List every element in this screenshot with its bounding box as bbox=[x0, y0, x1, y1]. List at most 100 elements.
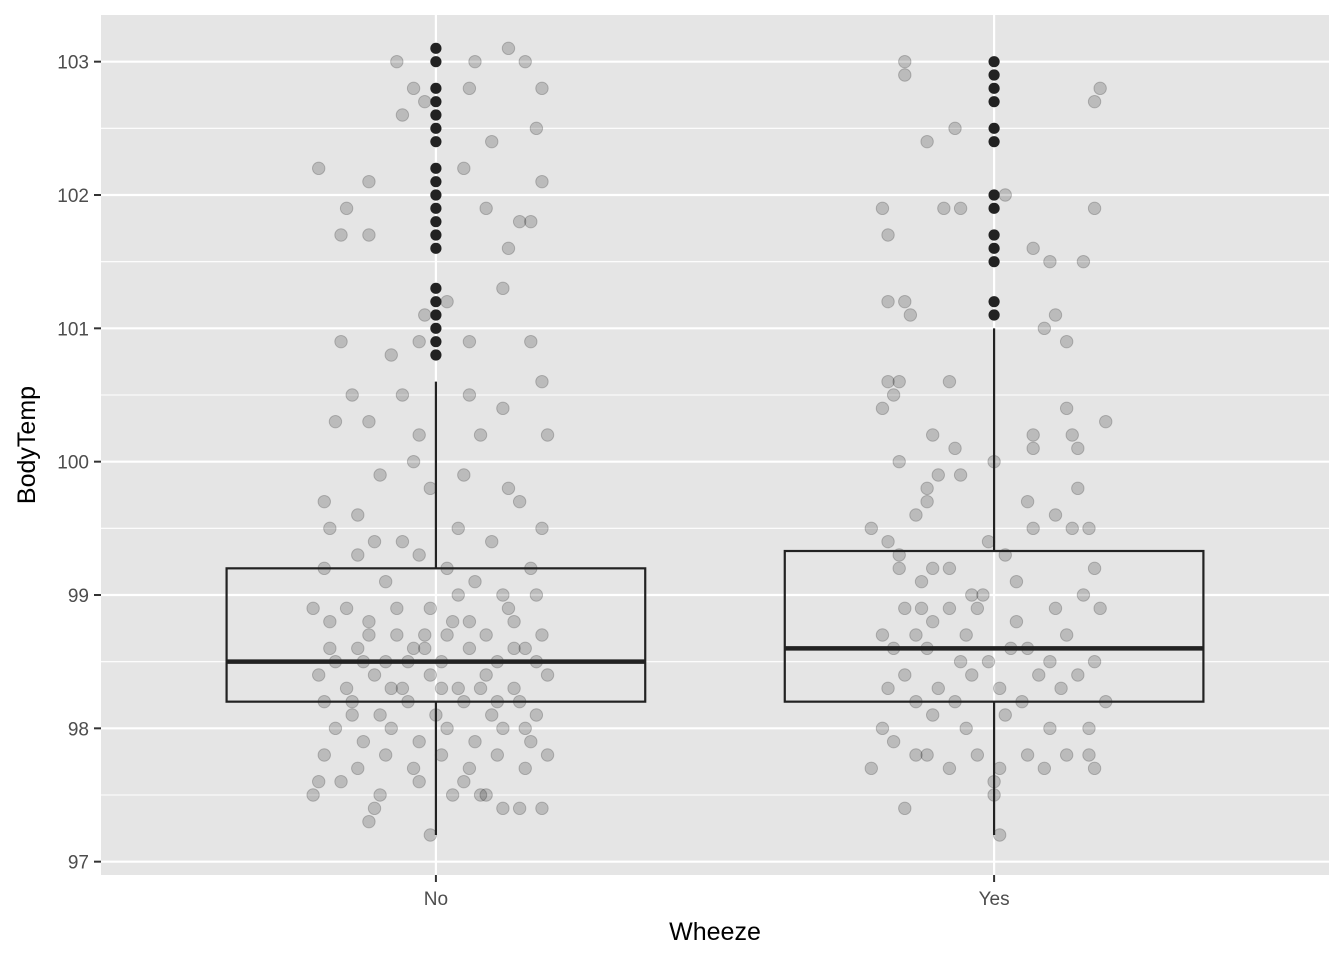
jitter-point bbox=[892, 454, 906, 469]
jitter-point bbox=[920, 748, 934, 762]
jitter-point bbox=[339, 201, 354, 216]
jitter-point bbox=[362, 628, 376, 642]
jitter-point bbox=[875, 201, 890, 216]
jitter-point bbox=[925, 428, 940, 442]
outlier-point bbox=[430, 189, 442, 201]
jitter-point bbox=[875, 628, 890, 642]
jitter-point bbox=[1087, 201, 1102, 216]
jitter-point bbox=[1065, 521, 1079, 536]
jitter-point bbox=[468, 574, 482, 589]
boxes bbox=[225, 42, 1205, 835]
jitter-point bbox=[965, 668, 979, 682]
jitter-point bbox=[445, 788, 460, 802]
jitter-point bbox=[942, 561, 957, 576]
outlier-point bbox=[430, 122, 442, 134]
jitter-point bbox=[1076, 588, 1091, 602]
outlier-point bbox=[430, 42, 442, 54]
jitter-point bbox=[1093, 601, 1107, 616]
jitter-point bbox=[311, 161, 326, 176]
jitter-point bbox=[479, 668, 493, 682]
jitter-point bbox=[529, 121, 544, 136]
jitter-point bbox=[473, 681, 488, 696]
jitter-point bbox=[317, 748, 331, 762]
jitter-point bbox=[898, 668, 912, 682]
outlier-point bbox=[430, 216, 442, 228]
jitter-point bbox=[395, 534, 410, 549]
jitter-point bbox=[886, 388, 901, 402]
jitter-point bbox=[1009, 614, 1024, 629]
outlier-point bbox=[430, 96, 442, 108]
jitter-point bbox=[909, 628, 923, 642]
jitter-point bbox=[524, 214, 538, 229]
jitter-point bbox=[931, 468, 945, 482]
jitter-point bbox=[501, 241, 516, 256]
jitter-point bbox=[518, 721, 532, 736]
jitter-point bbox=[418, 308, 432, 322]
jitter-point bbox=[1082, 748, 1096, 762]
jitter-point bbox=[976, 588, 990, 602]
jitter-point bbox=[1065, 428, 1079, 442]
jitter-point bbox=[440, 294, 454, 309]
outlier-point bbox=[430, 296, 442, 308]
jitter-point bbox=[323, 641, 337, 656]
jitter-point bbox=[909, 748, 923, 762]
outlier-point bbox=[430, 322, 442, 334]
jitter-point bbox=[518, 641, 532, 656]
jitter-point bbox=[909, 508, 923, 522]
jitter-point bbox=[942, 761, 957, 776]
jitter-point bbox=[898, 294, 912, 309]
jitter-point bbox=[328, 414, 343, 429]
jitter-point bbox=[323, 521, 337, 536]
jitter-point bbox=[451, 681, 465, 696]
jitter-point bbox=[462, 81, 477, 96]
jitter-point bbox=[540, 748, 555, 762]
jitter-point bbox=[507, 641, 521, 656]
jitter-point bbox=[875, 401, 890, 416]
jitter-point bbox=[518, 54, 532, 69]
jitter-point bbox=[418, 94, 432, 109]
jitter-point bbox=[1076, 254, 1091, 269]
jitter-point bbox=[535, 174, 549, 189]
jitter-point bbox=[1059, 401, 1074, 416]
jitter-point bbox=[423, 668, 438, 682]
jitter-point bbox=[1071, 668, 1085, 682]
outlier-point bbox=[430, 242, 442, 254]
jitter-point bbox=[457, 468, 471, 482]
outlier-point bbox=[988, 96, 1000, 108]
outlier-point bbox=[988, 189, 1000, 201]
jitter-point bbox=[864, 761, 878, 776]
jitter-point bbox=[384, 681, 398, 696]
jitter-point bbox=[948, 121, 962, 136]
jitter-point bbox=[468, 54, 482, 69]
jitter-point bbox=[920, 134, 934, 149]
jitter-point bbox=[412, 428, 426, 442]
jitter-point bbox=[501, 41, 516, 56]
jitter-point bbox=[959, 628, 973, 642]
jitter-point bbox=[540, 668, 555, 682]
jitter-point bbox=[345, 708, 359, 722]
jitter-point bbox=[462, 334, 477, 349]
x-axis-title: Wheeze bbox=[669, 918, 761, 946]
jitter-point bbox=[306, 601, 320, 616]
jitter-point bbox=[462, 761, 477, 776]
jitter-point bbox=[339, 681, 354, 696]
jitter-point bbox=[965, 588, 979, 602]
jitter-point bbox=[1026, 428, 1040, 442]
jitter-point bbox=[529, 708, 544, 722]
jitter-point bbox=[334, 774, 348, 789]
jitter-point bbox=[418, 628, 432, 642]
jitter-point bbox=[362, 174, 376, 189]
jitter-point bbox=[981, 654, 996, 669]
jitter-point bbox=[1026, 521, 1040, 536]
jitter-point bbox=[423, 481, 438, 496]
jitter-point bbox=[998, 188, 1012, 202]
jitter-point bbox=[1043, 254, 1057, 269]
jitter-point bbox=[948, 441, 962, 456]
jitter-point bbox=[496, 401, 510, 416]
jitter-point bbox=[1043, 654, 1057, 669]
jitter-point bbox=[959, 721, 973, 736]
jitter-point bbox=[1037, 321, 1052, 336]
jitter-point bbox=[406, 454, 421, 469]
jitter-point bbox=[440, 721, 454, 736]
